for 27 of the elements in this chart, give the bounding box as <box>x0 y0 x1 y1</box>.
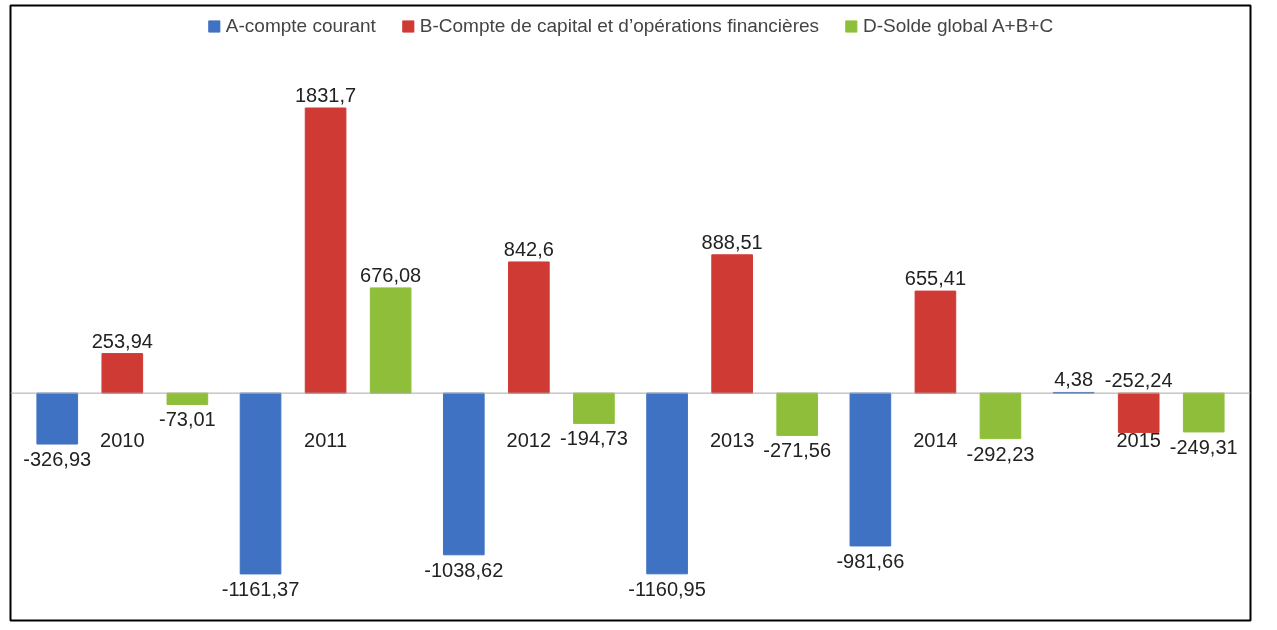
data-label: -1161,37 <box>221 577 300 600</box>
data-label: 4,38 <box>1054 368 1094 391</box>
data-label: -249,31 <box>1169 435 1238 458</box>
data-label: 676,08 <box>360 263 422 286</box>
data-label: 842,6 <box>503 237 554 260</box>
data-label: 253,94 <box>91 329 153 352</box>
x-tick-label: 2012 <box>506 429 552 452</box>
data-label: 888,51 <box>701 230 763 253</box>
legend-label: B-Compte de capital et d’opérations financières <box>419 15 820 37</box>
x-tick-label: 2015 <box>1116 429 1161 452</box>
x-tick-label: 2010 <box>100 429 145 452</box>
data-label: -271,56 <box>763 439 832 462</box>
data-label: -292,23 <box>966 442 1035 465</box>
x-tick-label: 2014 <box>913 429 958 452</box>
data-label: -73,01 <box>159 408 216 431</box>
data-label: 655,41 <box>904 267 966 290</box>
data-label: -252,24 <box>1104 369 1173 392</box>
data-label: -981,66 <box>836 549 905 572</box>
data-label: -1160,95 <box>628 577 706 600</box>
legend-label: A-compte courant <box>225 15 376 37</box>
legend-label: D-Solde global A+B+C <box>863 15 1054 37</box>
data-label: -1038,62 <box>424 558 504 581</box>
x-tick-label: 2011 <box>304 429 348 452</box>
x-tick-label: 2013 <box>709 429 755 452</box>
data-label: 1831,7 <box>295 84 357 106</box>
data-label: -194,73 <box>559 427 628 450</box>
data-label: -326,93 <box>23 448 92 471</box>
